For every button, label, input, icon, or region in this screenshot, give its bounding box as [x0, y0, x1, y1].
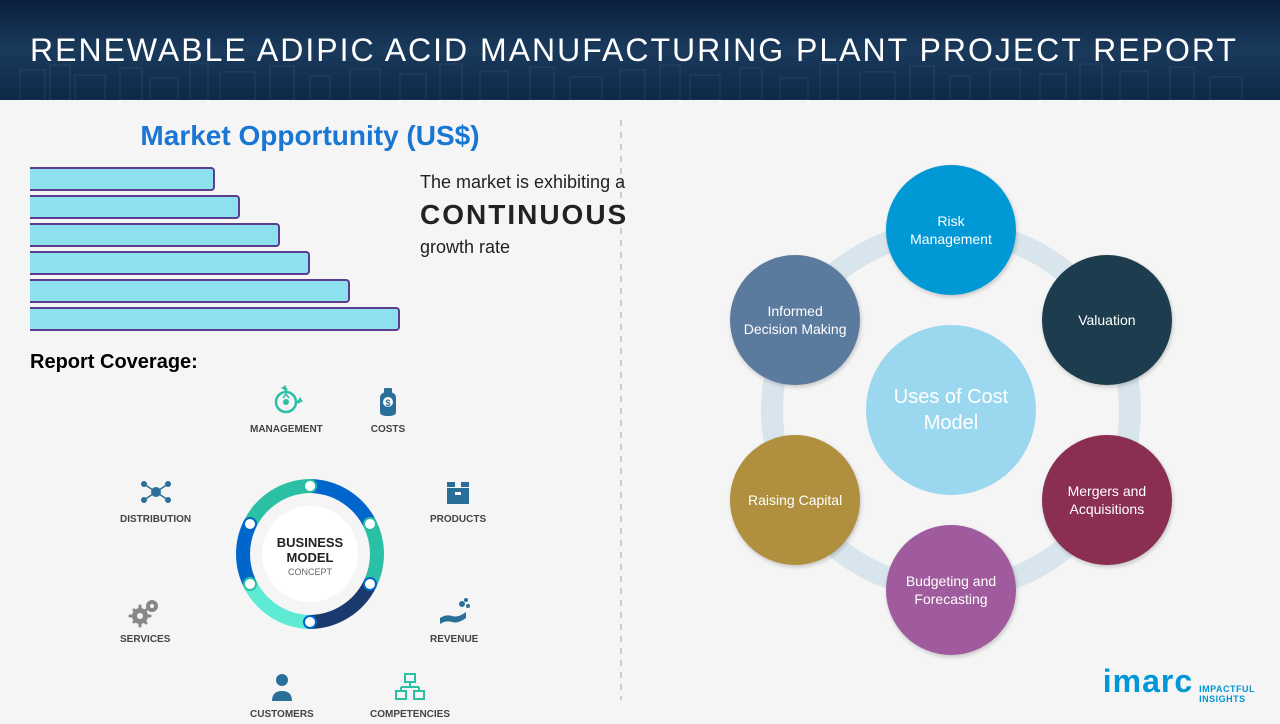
products-icon	[440, 474, 476, 510]
business-model-item-label: DISTRIBUTION	[120, 514, 191, 525]
distribution-icon	[138, 474, 174, 510]
logo-sub-text: IMPACTFUL INSIGHTS	[1199, 685, 1255, 705]
business-model-item-costs: $ COSTS	[370, 384, 406, 435]
market-chart-area: The market is exhibiting a CONTINUOUS gr…	[30, 167, 590, 331]
cost-model-node: Informed Decision Making	[730, 255, 860, 385]
management-icon	[268, 384, 304, 420]
bar-segment	[30, 279, 350, 303]
content-area: Market Opportunity (US$) The market is e…	[0, 100, 1280, 720]
market-growth-text: The market is exhibiting a CONTINUOUS gr…	[420, 167, 628, 258]
competencies-icon	[392, 669, 428, 705]
left-panel: Market Opportunity (US$) The market is e…	[0, 100, 620, 720]
business-model-item-products: PRODUCTS	[430, 474, 486, 525]
growth-text-line3: growth rate	[420, 237, 628, 258]
svg-text:BUSINESS: BUSINESS	[277, 535, 344, 550]
header-banner: RENEWABLE ADIPIC ACID MANUFACTURING PLAN…	[0, 0, 1280, 100]
market-opportunity-title: Market Opportunity (US$)	[30, 120, 590, 152]
cost-model-diagram: Uses of Cost Model Risk ManagementValuat…	[741, 200, 1161, 620]
bar-chart	[30, 167, 400, 331]
business-model-item-label: PRODUCTS	[430, 514, 486, 525]
logo-main-text: imarc	[1103, 663, 1193, 700]
business-model-item-label: MANAGEMENT	[250, 424, 323, 435]
right-panel: Uses of Cost Model Risk ManagementValuat…	[622, 100, 1280, 720]
revenue-icon	[436, 594, 472, 630]
business-model-item-distribution: DISTRIBUTION	[120, 474, 191, 525]
business-model-item-competencies: COMPETENCIES	[370, 669, 450, 720]
cost-model-node: Budgeting and Forecasting	[886, 525, 1016, 655]
business-model-item-management: MANAGEMENT	[250, 384, 323, 435]
business-model-item-label: COMPETENCIES	[370, 709, 450, 720]
business-model-center-ring: BUSINESS MODEL CONCEPT	[235, 479, 385, 629]
costs-icon: $	[370, 384, 406, 420]
cost-model-node: Raising Capital	[730, 435, 860, 565]
business-model-item-label: COSTS	[371, 424, 405, 435]
business-model-item-services: SERVICES	[120, 594, 170, 645]
growth-text-line2: CONTINUOUS	[420, 199, 628, 231]
cost-model-node: Risk Management	[886, 165, 1016, 295]
growth-text-line1: The market is exhibiting a	[420, 172, 628, 193]
bar-segment	[30, 167, 215, 191]
svg-text:$: $	[385, 398, 390, 408]
business-model-item-revenue: REVENUE	[430, 594, 478, 645]
business-model-item-customers: CUSTOMERS	[250, 669, 314, 720]
business-model-diagram: BUSINESS MODEL CONCEPT MANAGEMENT $ COSTS D…	[30, 384, 590, 724]
services-icon	[127, 594, 163, 630]
cost-model-center: Uses of Cost Model	[866, 325, 1036, 495]
business-model-item-label: SERVICES	[120, 634, 170, 645]
cost-model-node: Valuation	[1042, 255, 1172, 385]
bar-segment	[30, 195, 240, 219]
svg-text:MODEL: MODEL	[287, 550, 334, 565]
cost-model-node: Mergers and Acquisitions	[1042, 435, 1172, 565]
svg-text:CONCEPT: CONCEPT	[288, 567, 333, 577]
report-coverage-title: Report Coverage:	[30, 351, 590, 374]
page-title: RENEWABLE ADIPIC ACID MANUFACTURING PLAN…	[30, 32, 1238, 69]
business-model-item-label: CUSTOMERS	[250, 709, 314, 720]
cost-model-center-label: Uses of Cost Model	[866, 384, 1036, 436]
bar-segment	[30, 307, 400, 331]
business-model-item-label: REVENUE	[430, 634, 478, 645]
bar-segment	[30, 251, 310, 275]
bar-segment	[30, 223, 280, 247]
customers-icon	[264, 669, 300, 705]
imarc-logo: imarc IMPACTFUL INSIGHTS	[1103, 663, 1255, 705]
